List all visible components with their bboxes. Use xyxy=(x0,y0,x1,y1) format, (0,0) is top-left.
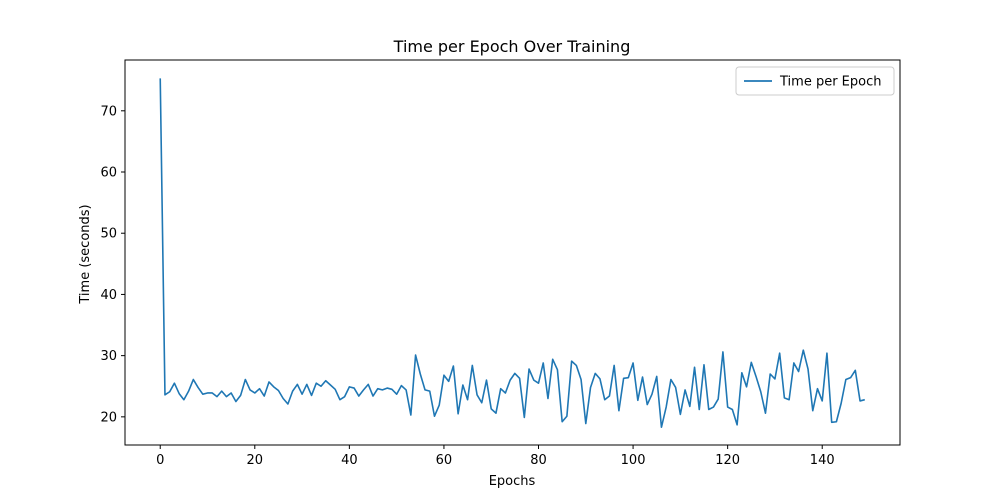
legend-box xyxy=(735,66,895,96)
y-tick-label: 50 xyxy=(100,227,117,242)
legend-label: Time per Epoch xyxy=(779,75,881,90)
y-axis-label: Time (seconds) xyxy=(78,204,93,304)
x-tick-label: 120 xyxy=(715,453,740,468)
x-tick-label: 60 xyxy=(436,453,453,468)
x-tick-label: 80 xyxy=(530,453,547,468)
x-axis-label: Epochs xyxy=(489,474,536,489)
x-tick-label: 20 xyxy=(247,453,264,468)
x-tick-label: 100 xyxy=(621,453,646,468)
series-line-time-per-epoch xyxy=(159,78,865,429)
y-tick-label: 40 xyxy=(100,288,117,303)
x-tick-label: 0 xyxy=(156,453,164,468)
x-tick-label: 140 xyxy=(810,453,835,468)
y-tick-label: 20 xyxy=(100,410,117,425)
axes-frame xyxy=(124,59,901,446)
x-tick-label: 40 xyxy=(341,453,358,468)
y-tick-label: 60 xyxy=(100,166,117,181)
plot-area: 0 20 40 60 80 100 120 140 20 30 40 50 60 70 Time per E… xyxy=(100,59,901,468)
y-tick-label: 30 xyxy=(100,349,117,364)
chart-title: Time per Epoch Over Training xyxy=(393,37,631,56)
y-tick-label: 70 xyxy=(100,104,117,119)
